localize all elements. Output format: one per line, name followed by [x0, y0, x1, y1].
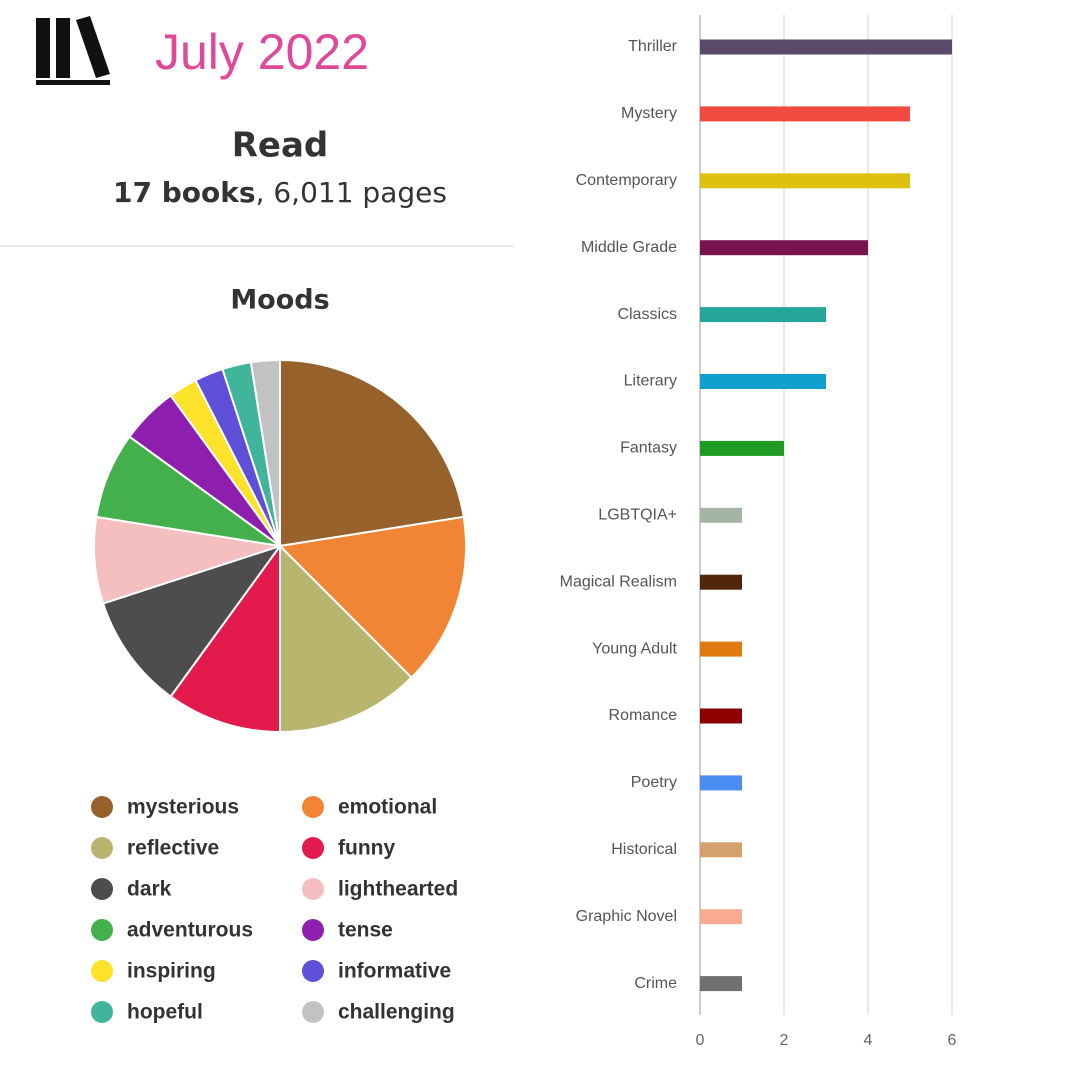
y-tick-label: Romance [609, 707, 678, 724]
pie-slice [101, 544, 283, 698]
x-tick-label: 0 [696, 1032, 705, 1049]
legend-label: emotional [338, 796, 437, 819]
legend-swatch [91, 960, 113, 982]
page-title: July 2022 [155, 24, 369, 80]
legend-swatch [302, 1001, 324, 1023]
legend-swatch [302, 878, 324, 900]
y-tick-label: LGBTQIA+ [598, 507, 677, 524]
bar [700, 173, 910, 189]
y-tick-label: Young Adult [592, 640, 677, 657]
pie-slice [169, 542, 281, 734]
bar [700, 106, 910, 122]
legend-swatch [91, 796, 113, 818]
logo-book [36, 18, 50, 78]
stats: 17 books, 6,011 pages [113, 176, 447, 209]
bar [700, 307, 826, 323]
y-tick-label: Poetry [631, 774, 677, 791]
pie-slice [279, 543, 413, 734]
y-tick-label: Literary [624, 373, 677, 390]
bar [700, 240, 868, 256]
x-tick-label: 2 [780, 1032, 789, 1049]
legend-swatch [302, 837, 324, 859]
bar [700, 708, 742, 724]
y-tick-label: Historical [611, 841, 677, 858]
pie-slice [249, 358, 281, 547]
legend-label: tense [338, 919, 393, 942]
bar [700, 641, 742, 657]
bar [700, 842, 742, 858]
y-tick-label: Crime [634, 975, 677, 992]
legend-label: challenging [338, 1001, 455, 1024]
bar [700, 909, 742, 925]
bar [700, 574, 742, 590]
legend-swatch [302, 960, 324, 982]
bar [700, 775, 742, 791]
legend-label: dark [127, 878, 172, 901]
y-tick-label: Magical Realism [560, 573, 677, 590]
legend-label: informative [338, 960, 451, 983]
x-tick-label: 6 [948, 1032, 957, 1049]
y-tick-label: Thriller [628, 38, 678, 55]
y-tick-label: Contemporary [576, 172, 677, 189]
legend-label: reflective [127, 837, 219, 860]
pie-title: Moods [230, 285, 329, 316]
books-count: 17 books [113, 176, 256, 209]
logo-book [56, 18, 70, 78]
legend-swatch [91, 837, 113, 859]
legend-label: inspiring [127, 960, 216, 983]
bar [700, 507, 742, 523]
x-tick-label: 4 [864, 1032, 873, 1049]
y-tick-label: Classics [617, 306, 677, 323]
legend-swatch [91, 1001, 113, 1023]
logo [36, 16, 110, 85]
y-tick-label: Mystery [621, 105, 677, 122]
y-tick-label: Graphic Novel [576, 908, 677, 925]
y-tick-label: Fantasy [620, 440, 677, 457]
bar [700, 440, 784, 456]
bar [700, 976, 742, 992]
logo-shelf [36, 80, 110, 85]
bar [700, 374, 826, 389]
pie-slice [277, 515, 467, 679]
heading: Read [232, 126, 329, 166]
pie-slice [279, 358, 465, 548]
legend-swatch [91, 919, 113, 941]
legend-label: adventurous [127, 919, 253, 942]
legend-label: lighthearted [338, 878, 458, 901]
legend-label: funny [338, 837, 395, 860]
logo-book [76, 16, 110, 78]
pages-count: , 6,011 pages [256, 176, 447, 209]
y-tick-label: Middle Grade [581, 239, 677, 256]
legend-swatch [302, 919, 324, 941]
legend-swatch [302, 796, 324, 818]
legend-label: mysterious [127, 796, 239, 819]
legend-label: hopeful [127, 1001, 203, 1024]
legend-swatch [91, 878, 113, 900]
bar [700, 39, 952, 55]
